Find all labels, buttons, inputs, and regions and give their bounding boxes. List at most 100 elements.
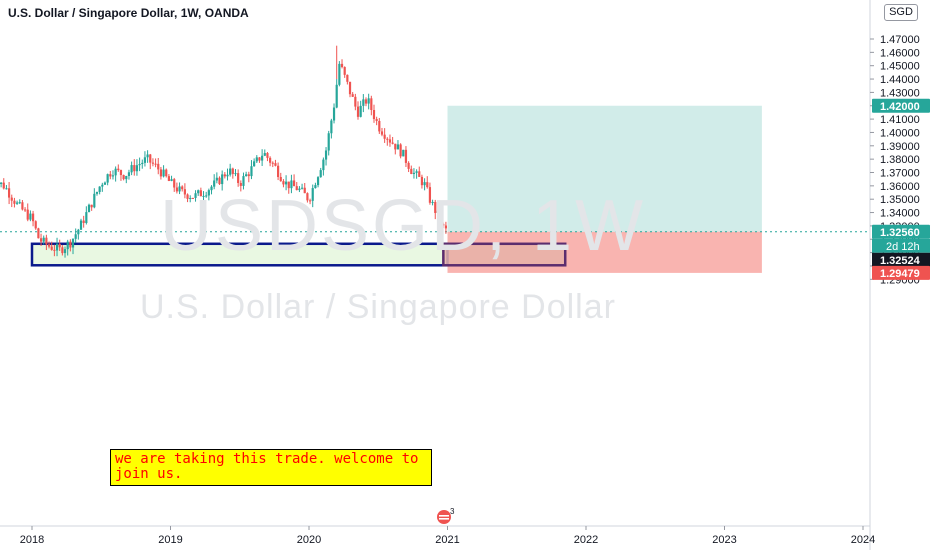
bid-price-label: 1.32524 (880, 255, 921, 267)
x-tick-label: 2019 (158, 534, 182, 546)
candle-body (197, 190, 200, 194)
candle-body (79, 220, 83, 230)
candle-body (29, 213, 32, 220)
candle-body (263, 153, 266, 156)
stop-price-label: 1.29479 (880, 268, 920, 280)
candle-body (119, 170, 123, 176)
candle-body (356, 106, 360, 117)
candle-body (117, 168, 120, 171)
candle-body (237, 173, 240, 184)
candle-body (226, 174, 229, 177)
candle-body (354, 96, 357, 107)
candle-body (284, 181, 288, 185)
candle-body (2, 182, 5, 189)
candle-body (205, 195, 208, 197)
candle-body (394, 143, 397, 150)
candle-body (322, 159, 325, 171)
candle-body (386, 138, 389, 140)
y-tick-label: 1.34000 (880, 208, 920, 220)
candle-body (31, 213, 35, 222)
candle-body (271, 162, 274, 164)
entry-zone-box[interactable] (442, 242, 567, 267)
candle-body (261, 155, 264, 161)
candle-body (391, 142, 394, 144)
y-tick-label: 1.47000 (880, 34, 920, 46)
candle-body (199, 190, 202, 197)
candle-body (404, 149, 408, 163)
candle-body (295, 186, 298, 191)
candle-body (173, 179, 176, 188)
candle-body (335, 84, 338, 108)
candle-body (266, 153, 269, 158)
candle-body (98, 186, 101, 192)
candle-body (388, 139, 392, 143)
candle-body (436, 210, 440, 213)
candle-body (130, 165, 133, 173)
candle-body (149, 154, 152, 163)
candle-body (167, 176, 171, 181)
candle-body (82, 220, 85, 223)
y-tick-label: 1.38000 (880, 154, 920, 166)
countdown-bg (872, 238, 930, 253)
x-tick-label: 2018 (20, 534, 44, 546)
candle-body (346, 74, 349, 82)
candle-body (308, 200, 312, 202)
candle-body (53, 249, 56, 251)
y-tick-label: 1.35000 (880, 194, 920, 206)
candle-body (143, 157, 147, 163)
candle-body (47, 244, 51, 247)
target-zone[interactable] (447, 105, 762, 232)
countdown-label: 2d 12h (886, 241, 920, 253)
candle-body (10, 197, 13, 201)
candle-body (343, 67, 346, 75)
candle-body (306, 193, 309, 201)
events-icon[interactable]: 3 (436, 507, 456, 525)
candle-body (221, 174, 224, 185)
candle-body (420, 176, 424, 186)
candle-body (178, 186, 181, 192)
candle-body (242, 176, 245, 186)
candle-body (332, 107, 336, 121)
candle-body (0, 182, 3, 184)
candle-body (18, 202, 21, 204)
target-price-label: 1.42000 (880, 101, 920, 113)
candle-body (324, 150, 328, 160)
stop-price-label-bg (872, 265, 930, 280)
candle-body (55, 243, 59, 251)
candle-body (15, 202, 19, 204)
candle-body (213, 180, 216, 187)
candle-body (50, 246, 53, 250)
candle-body (340, 63, 344, 68)
candle-body (367, 98, 370, 104)
candle-body (39, 238, 43, 242)
candle-body (426, 182, 429, 188)
candle-body (375, 119, 378, 121)
candle-body (146, 154, 149, 158)
y-tick-label: 1.37000 (880, 168, 920, 180)
candle-body (229, 168, 232, 175)
candle-body (245, 174, 248, 177)
candle-body (362, 99, 365, 106)
currency-badge[interactable]: SGD (884, 4, 918, 21)
candle-body (431, 201, 434, 203)
candle-body (125, 176, 128, 180)
chart-title: U.S. Dollar / Singapore Dollar, 1W, OAND… (8, 6, 249, 20)
trade-annotation: we are taking this trade. welcome to joi… (110, 449, 432, 486)
candle-body (282, 181, 285, 185)
candle-body (189, 197, 192, 199)
candle-body (77, 229, 80, 235)
current-price-label: 1.32560 (880, 227, 920, 239)
candle-body (279, 177, 282, 182)
candle-body (42, 237, 45, 242)
candle-body (133, 165, 136, 172)
candle-body (287, 181, 290, 189)
candle-body (351, 94, 354, 97)
watermark-symbol: USDSGD, 1W (160, 186, 647, 266)
x-tick-label: 2023 (712, 534, 736, 546)
candle-body (274, 163, 277, 166)
candle-body (396, 144, 400, 150)
candle-body (90, 204, 93, 208)
candle-body (399, 144, 402, 157)
candle-body (58, 243, 61, 248)
